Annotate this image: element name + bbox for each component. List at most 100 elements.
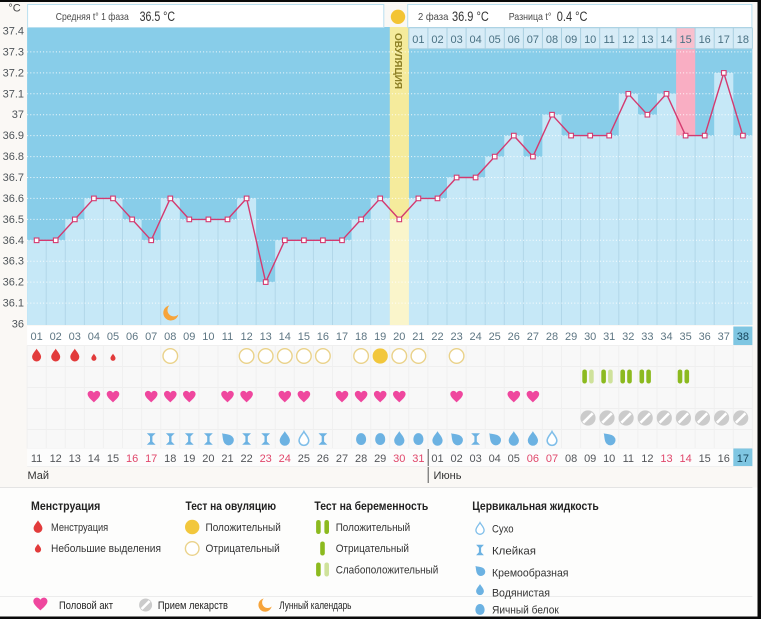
- svg-text:15: 15: [107, 453, 119, 465]
- svg-text:22: 22: [240, 453, 252, 465]
- svg-text:Яичный белок: Яичный белок: [492, 605, 559, 617]
- svg-text:11: 11: [603, 34, 614, 46]
- svg-text:Сухо: Сухо: [492, 523, 514, 535]
- svg-text:Кремообразная: Кремообразная: [492, 567, 569, 579]
- svg-text:03: 03: [69, 331, 81, 343]
- svg-text:Май: Май: [28, 470, 50, 482]
- svg-text:04: 04: [489, 453, 501, 465]
- svg-text:Менструация: Менструация: [31, 501, 100, 513]
- svg-text:08: 08: [164, 331, 176, 343]
- svg-text:37: 37: [718, 331, 730, 343]
- svg-text:13: 13: [69, 453, 81, 465]
- svg-text:36.9 °C: 36.9 °C: [452, 9, 489, 24]
- svg-text:17: 17: [718, 34, 730, 46]
- svg-text:26: 26: [508, 331, 520, 343]
- svg-text:18: 18: [164, 453, 176, 465]
- svg-text:10: 10: [603, 453, 615, 465]
- svg-text:30: 30: [584, 331, 596, 343]
- svg-text:12: 12: [622, 34, 634, 46]
- svg-text:29: 29: [374, 453, 386, 465]
- svg-text:16: 16: [699, 34, 711, 46]
- svg-text:09: 09: [183, 331, 195, 343]
- svg-text:15: 15: [298, 331, 310, 343]
- svg-text:Положительный: Положительный: [336, 522, 411, 534]
- svg-text:Тест на овуляцию: Тест на овуляцию: [186, 501, 277, 513]
- svg-text:Разница t°: Разница t°: [509, 11, 552, 23]
- svg-text:09: 09: [584, 453, 596, 465]
- svg-text:27: 27: [527, 331, 539, 343]
- svg-text:16: 16: [126, 453, 138, 465]
- svg-text:36.1: 36.1: [3, 298, 24, 310]
- svg-text:36.7: 36.7: [3, 172, 24, 184]
- svg-text:02: 02: [450, 453, 462, 465]
- svg-text:13: 13: [641, 34, 653, 46]
- svg-text:Клейкая: Клейкая: [492, 545, 536, 557]
- svg-text:36.3: 36.3: [3, 256, 24, 268]
- svg-text:01: 01: [431, 453, 443, 465]
- svg-text:37.4: 37.4: [3, 26, 24, 38]
- svg-text:08: 08: [546, 34, 558, 46]
- svg-text:16: 16: [718, 453, 730, 465]
- svg-text:12: 12: [50, 453, 62, 465]
- svg-text:05: 05: [508, 453, 520, 465]
- svg-text:35: 35: [679, 331, 691, 343]
- svg-text:02: 02: [431, 34, 443, 46]
- svg-text:ОВУЛЯЦИЯ: ОВУЛЯЦИЯ: [392, 33, 403, 89]
- svg-text:29: 29: [565, 331, 577, 343]
- svg-text:13: 13: [660, 453, 672, 465]
- svg-text:03: 03: [450, 34, 462, 46]
- svg-text:01: 01: [412, 34, 424, 46]
- svg-text:12: 12: [240, 331, 252, 343]
- svg-text:Половой акт: Половой акт: [59, 600, 113, 612]
- svg-text:10: 10: [202, 331, 214, 343]
- svg-text:19: 19: [183, 453, 195, 465]
- svg-text:25: 25: [298, 453, 310, 465]
- svg-text:Водянистая: Водянистая: [492, 588, 550, 600]
- svg-text:10: 10: [584, 34, 596, 46]
- svg-text:36: 36: [12, 319, 24, 331]
- svg-text:Средняя t° 1 фаза: Средняя t° 1 фаза: [56, 11, 129, 23]
- svg-text:06: 06: [508, 34, 520, 46]
- svg-text:33: 33: [641, 331, 653, 343]
- svg-text:27: 27: [336, 453, 348, 465]
- svg-text:Положительный: Положительный: [206, 522, 281, 534]
- svg-text:Июнь: Июнь: [434, 470, 462, 482]
- svg-text:16: 16: [317, 331, 329, 343]
- svg-text:Прием лекарств: Прием лекарств: [158, 600, 228, 612]
- svg-text:11: 11: [623, 453, 634, 465]
- svg-text:36.8: 36.8: [3, 151, 24, 163]
- svg-text:11: 11: [31, 453, 42, 465]
- svg-text:24: 24: [469, 331, 481, 343]
- svg-text:15: 15: [699, 453, 711, 465]
- svg-text:20: 20: [393, 331, 405, 343]
- svg-text:17: 17: [737, 453, 749, 465]
- svg-text:28: 28: [355, 453, 367, 465]
- svg-text:36.9: 36.9: [3, 130, 24, 142]
- svg-text:23: 23: [260, 453, 272, 465]
- svg-text:28: 28: [546, 331, 558, 343]
- svg-text:Отрицательный: Отрицательный: [206, 543, 280, 555]
- svg-text:37.2: 37.2: [3, 67, 24, 79]
- svg-text:36.4: 36.4: [3, 235, 24, 247]
- svg-text:01: 01: [30, 331, 42, 343]
- svg-text:03: 03: [469, 453, 481, 465]
- svg-text:08: 08: [565, 453, 577, 465]
- svg-text:04: 04: [88, 331, 100, 343]
- svg-text:37: 37: [12, 109, 24, 121]
- svg-text:36: 36: [699, 331, 711, 343]
- svg-text:07: 07: [527, 34, 539, 46]
- svg-text:19: 19: [374, 331, 386, 343]
- svg-text:22: 22: [431, 331, 443, 343]
- svg-text:37.1: 37.1: [3, 88, 24, 100]
- svg-text:21: 21: [412, 331, 424, 343]
- svg-text:14: 14: [279, 331, 291, 343]
- svg-text:17: 17: [336, 331, 348, 343]
- svg-text:13: 13: [260, 331, 272, 343]
- svg-text:38: 38: [737, 331, 749, 343]
- svg-text:Отрицательный: Отрицательный: [336, 543, 409, 555]
- svg-text:24: 24: [279, 453, 291, 465]
- svg-text:Менструация: Менструация: [51, 522, 108, 534]
- svg-text:31: 31: [603, 331, 615, 343]
- svg-text:05: 05: [489, 34, 501, 46]
- svg-text:36.2: 36.2: [3, 277, 24, 289]
